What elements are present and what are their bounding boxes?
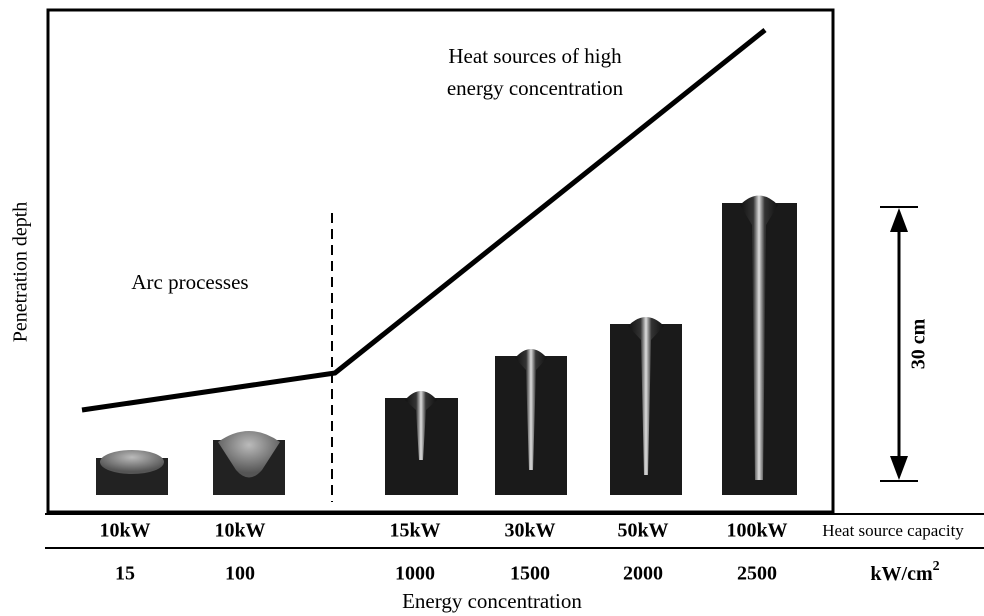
capacity-value: 10kW xyxy=(99,520,150,542)
capacity-value: 100kW xyxy=(726,520,787,542)
depth-curve xyxy=(81,28,767,413)
capacity-value: 15kW xyxy=(389,520,440,542)
capacity-value: 30kW xyxy=(504,520,555,542)
x-axis-label: Energy concentration xyxy=(402,589,582,613)
specimen-bead xyxy=(515,349,547,470)
region-label: Heat sources of high xyxy=(448,44,622,68)
scale-label: 30 cm xyxy=(908,318,930,369)
specimen-bead xyxy=(218,431,280,478)
specimen-bead xyxy=(100,450,164,474)
concentration-value: 1000 xyxy=(395,563,435,585)
concentration-value: 1500 xyxy=(510,563,550,585)
region-label: Arc processes xyxy=(131,270,248,294)
plot-frame xyxy=(46,8,835,514)
concentration-value: 2500 xyxy=(737,563,777,585)
unit-label: kW/cm2 xyxy=(870,559,939,584)
scale-bar xyxy=(880,206,918,482)
scale-arrow xyxy=(890,208,908,232)
concentration-value: 15 xyxy=(115,563,135,585)
specimens xyxy=(96,195,797,495)
y-axis-label: Penetration depth xyxy=(10,202,32,343)
specimen-bead xyxy=(628,317,664,475)
concentration-value: 100 xyxy=(225,563,255,585)
row-label: Heat source capacity xyxy=(822,521,964,540)
specimen-bead xyxy=(405,391,437,460)
specimen-bead xyxy=(740,195,778,480)
region-label: energy concentration xyxy=(447,76,624,100)
concentration-value: 2000 xyxy=(623,563,663,585)
scale-arrow xyxy=(890,456,908,480)
capacity-value: 10kW xyxy=(214,520,265,542)
capacity-value: 50kW xyxy=(617,520,668,542)
